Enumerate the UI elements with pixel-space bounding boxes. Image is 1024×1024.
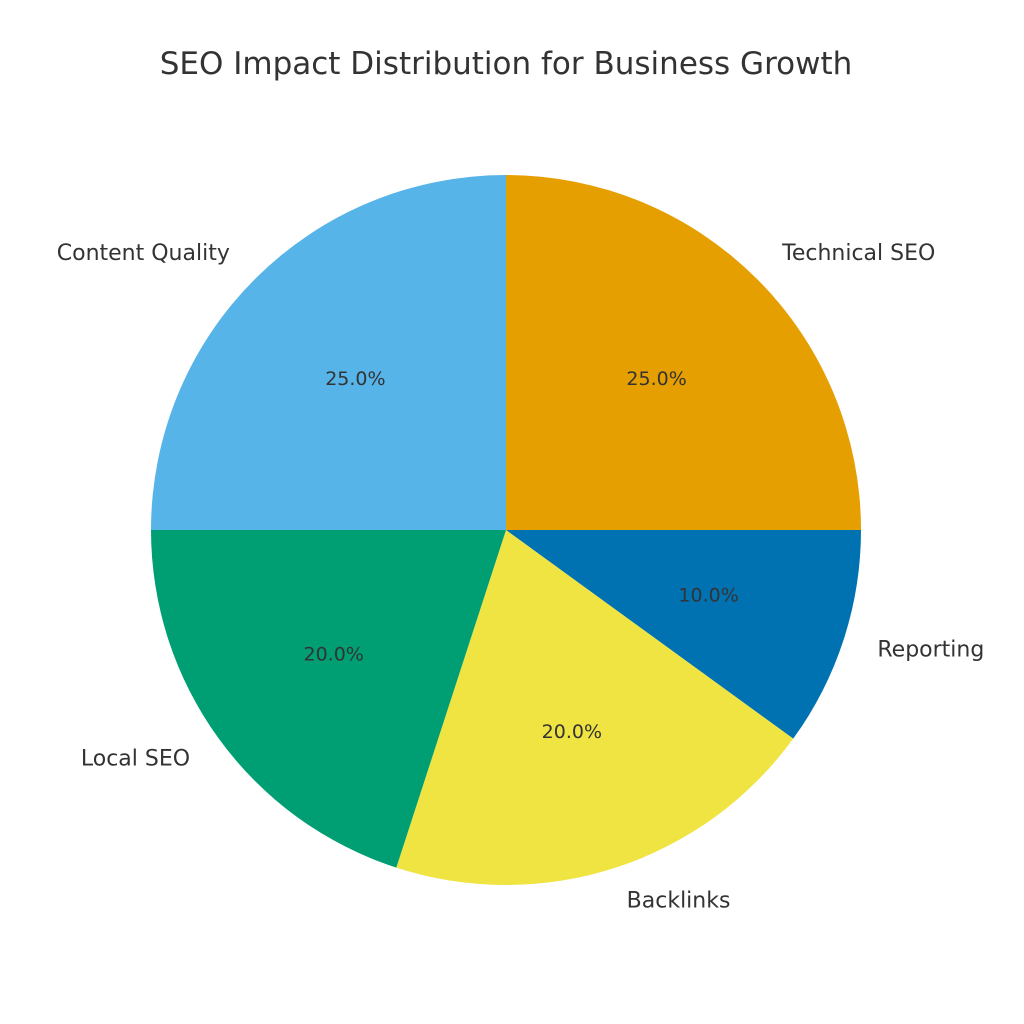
pct-label-reporting: 10.0% <box>678 584 738 606</box>
chart-title: SEO Impact Distribution for Business Gro… <box>160 46 853 82</box>
pct-label-technical-seo: 25.0% <box>626 368 686 390</box>
pie-slice-content-quality <box>151 175 506 530</box>
slice-label-backlinks: Backlinks <box>627 888 731 913</box>
slice-label-local-seo: Local SEO <box>81 747 190 772</box>
pct-label-backlinks: 20.0% <box>542 721 602 743</box>
slice-label-content-quality: Content Quality <box>57 241 230 266</box>
pie-slice-technical-seo <box>506 175 861 530</box>
pie-slice-reporting <box>506 530 861 739</box>
pct-label-local-seo: 20.0% <box>303 644 363 666</box>
pie-labels: Technical SEO 25.0% Reporting 10.0% Backlink… <box>57 241 985 914</box>
pie-slice-local-seo <box>151 530 506 868</box>
slice-label-reporting: Reporting <box>877 638 984 663</box>
slice-label-technical-seo: Technical SEO <box>781 241 935 266</box>
pct-label-content-quality: 25.0% <box>325 368 385 390</box>
pie-slice-backlinks <box>396 530 794 885</box>
pie-slices <box>151 175 861 885</box>
